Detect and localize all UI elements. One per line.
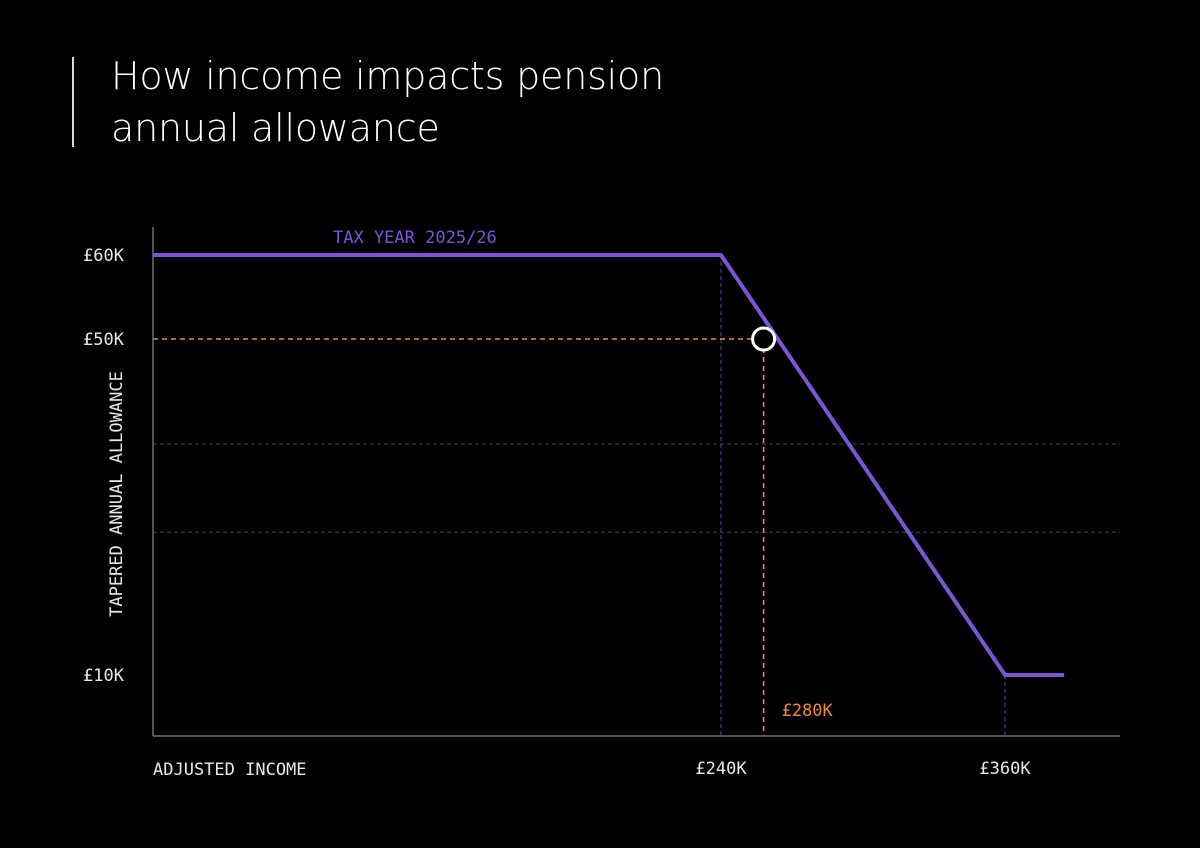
series-line [153, 253, 1065, 677]
guide-layer [153, 255, 1006, 736]
tick-layer: £60K £50K £10K £240K £360K [83, 246, 1031, 779]
label-layer: TAX YEAR 2025/26 TAPERED ANNUAL ALLOWANC… [107, 228, 834, 780]
y-axis-title: TAPERED ANNUAL ALLOWANCE [107, 371, 127, 617]
title-line-1: How income impacts pension [111, 54, 664, 98]
highlight-x-label: £280K [782, 701, 834, 721]
y-tick-label-3: £10K [83, 666, 125, 686]
y-tick-label-1: £60K [83, 246, 125, 266]
title-line-2: annual allowance [111, 106, 440, 150]
marker-layer [751, 326, 777, 352]
axes-layer [152, 227, 1120, 737]
series-layer [153, 253, 1065, 677]
highlight-marker [751, 326, 777, 352]
y-tick-label-2: £50K [83, 330, 125, 350]
page-title: How income impacts pension annual allowa… [111, 50, 664, 154]
title-accent-bar [72, 57, 74, 147]
grid-layer [153, 443, 1120, 533]
x-tick-label-2: £360K [979, 759, 1031, 779]
x-tick-label-1: £240K [695, 759, 747, 779]
series-label: TAX YEAR 2025/26 [333, 228, 497, 248]
x-axis-title: ADJUSTED INCOME [153, 760, 307, 780]
